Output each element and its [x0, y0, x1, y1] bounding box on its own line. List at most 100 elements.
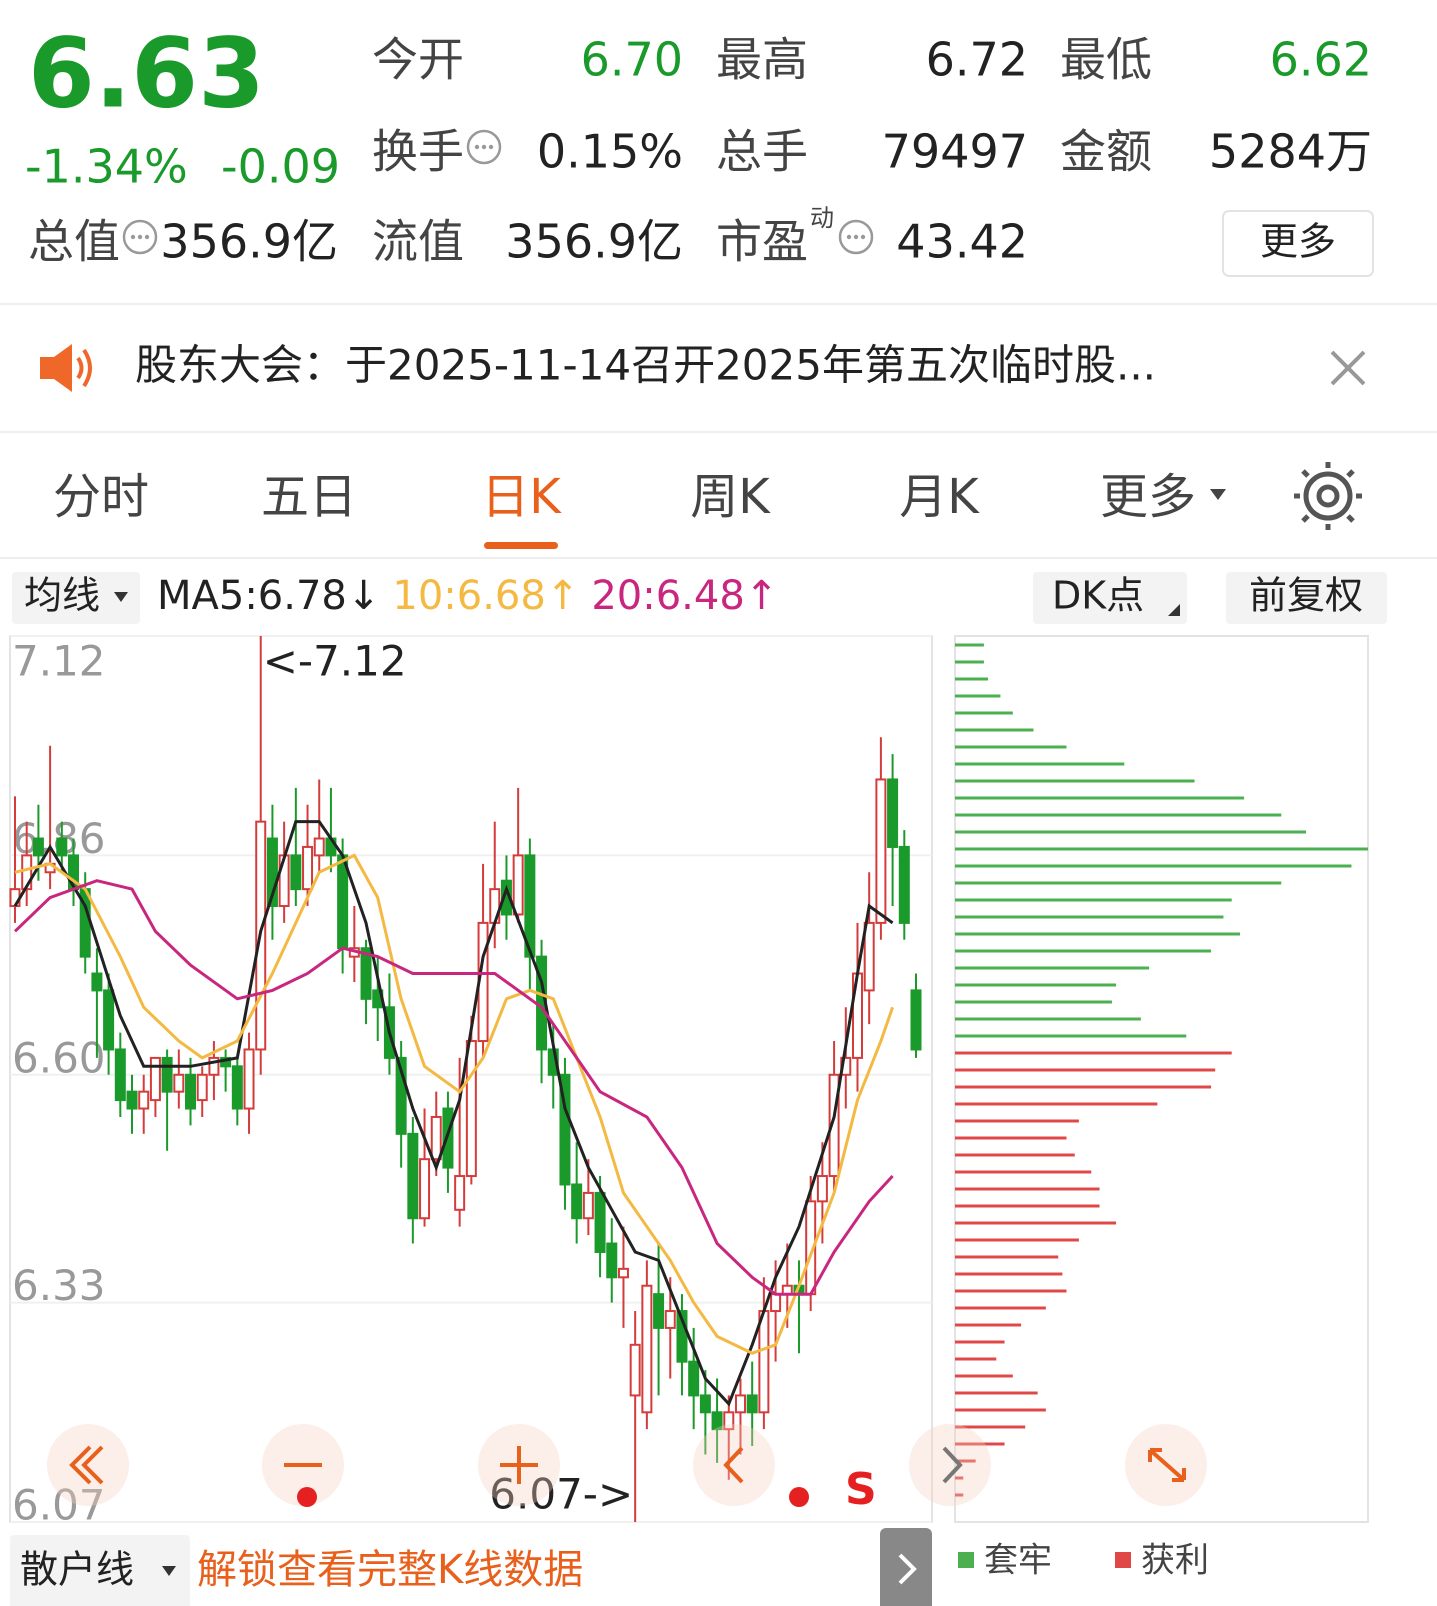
more-button[interactable]	[1222, 210, 1374, 277]
candle-body	[290, 854, 302, 891]
ma-line	[13, 879, 894, 1296]
y-tick-label: 6.60	[12, 1033, 106, 1082]
unlock-text[interactable]: 解锁查看完整K线数据	[197, 1547, 583, 1593]
chip-bar	[955, 1017, 1141, 1021]
marker-dot	[789, 1487, 809, 1507]
candle-body	[313, 837, 325, 857]
dk-button[interactable]	[1033, 572, 1187, 624]
more-button-label[interactable]: 更多	[1260, 220, 1336, 264]
candle-body	[699, 1394, 711, 1414]
candle-body	[524, 854, 536, 958]
ma-legend: MA5:6.78↓	[157, 573, 380, 619]
field-value: 6.72	[926, 33, 1028, 87]
field-label: 流值	[372, 215, 464, 269]
info-dot	[853, 234, 859, 240]
info-dot	[488, 144, 494, 150]
chip-bar	[955, 1238, 1079, 1242]
close-icon[interactable]	[1330, 350, 1366, 386]
adjust-button[interactable]	[1226, 572, 1387, 624]
info-dot	[474, 144, 480, 150]
tab[interactable]: 更多	[1100, 469, 1196, 525]
legend-label: 套牢	[984, 1541, 1052, 1581]
line-button[interactable]	[10, 1535, 190, 1606]
chip-bar	[955, 1255, 1059, 1259]
speaker-icon	[40, 344, 92, 392]
ma-legend: 10:6.68↑	[392, 573, 579, 619]
chip-bar	[955, 1153, 1075, 1157]
candle-body	[149, 1056, 161, 1102]
info-icon	[122, 219, 158, 255]
chip-bar	[955, 915, 1224, 919]
field-value: 356.9亿	[160, 215, 338, 269]
chip-bar	[955, 1493, 964, 1497]
ma-button-label[interactable]: 均线	[24, 574, 100, 618]
chip-bar	[955, 1391, 1038, 1395]
field-value: 6.62	[1270, 33, 1372, 87]
candle-body	[746, 1394, 758, 1414]
tab[interactable]: 五日	[261, 469, 357, 525]
chip-bar	[955, 881, 1282, 885]
notice-text[interactable]: 股东大会：于2025-11-14召开2025年第五次临时股...	[135, 341, 1156, 390]
candle-body	[676, 1310, 688, 1363]
candle-body	[688, 1360, 700, 1397]
chip-bar	[955, 847, 1368, 851]
button[interactable]	[909, 1424, 991, 1506]
candle-body	[266, 837, 278, 908]
button[interactable]	[47, 1424, 129, 1506]
ma-line	[13, 820, 894, 1407]
chip-bar	[955, 1102, 1158, 1106]
field-label: 市盈	[716, 215, 808, 269]
expand-button[interactable]	[880, 1528, 932, 1606]
divider	[0, 557, 1437, 559]
chip-bar	[955, 711, 1013, 715]
annotation: 6.07->	[489, 1470, 633, 1519]
candle-body	[758, 1310, 770, 1414]
divider	[0, 303, 1437, 305]
sell-marker: S	[845, 1464, 877, 1515]
candle-body	[419, 1158, 431, 1220]
line-button-label[interactable]: 散户线	[20, 1548, 134, 1592]
chip-bar	[955, 643, 984, 647]
candle-body	[711, 1411, 723, 1431]
candle-body	[103, 989, 115, 1051]
chip-bar	[955, 762, 1125, 766]
candle-body	[360, 947, 372, 1000]
candle-body	[302, 845, 314, 891]
price: 6.63	[28, 17, 265, 129]
info-dot	[137, 234, 143, 240]
candle-body	[395, 1056, 407, 1135]
candle-body	[641, 1284, 653, 1414]
chip-bar	[955, 1119, 1079, 1123]
tab[interactable]: 分时	[53, 469, 149, 525]
candle-body	[185, 1073, 197, 1110]
info-dot	[481, 144, 487, 150]
chip-bar	[955, 660, 984, 664]
candle-body	[770, 1293, 782, 1313]
candle-body	[910, 989, 922, 1051]
tab[interactable]: 日K	[481, 469, 562, 525]
chip-bar	[955, 1425, 1026, 1429]
settings-icon[interactable]	[1294, 462, 1362, 530]
candle-body	[617, 1267, 629, 1279]
candle-body	[898, 845, 910, 924]
chip-bar	[955, 1000, 1112, 1004]
candle-body	[571, 1183, 583, 1220]
dropdown-arrow	[114, 592, 128, 602]
info-circle	[466, 129, 502, 165]
field-label: 总手	[716, 125, 808, 179]
tab-underline	[484, 542, 558, 549]
candle-body	[337, 854, 349, 950]
candle-body	[173, 1073, 185, 1093]
field-label: 换手	[372, 125, 464, 179]
tab[interactable]: 月K	[899, 469, 980, 525]
chip-bar	[955, 1340, 1005, 1344]
field-value: 0.15%	[537, 125, 683, 179]
adjust-button-label[interactable]: 前复权	[1249, 574, 1363, 618]
field-label: 最低	[1060, 33, 1152, 87]
ma-button[interactable]	[12, 572, 140, 624]
dk-button-label[interactable]: DK点	[1052, 574, 1144, 618]
tab[interactable]: 周K	[690, 469, 771, 525]
chip-bar	[955, 1085, 1212, 1089]
button[interactable]	[693, 1424, 775, 1506]
candle-body	[594, 1191, 606, 1253]
